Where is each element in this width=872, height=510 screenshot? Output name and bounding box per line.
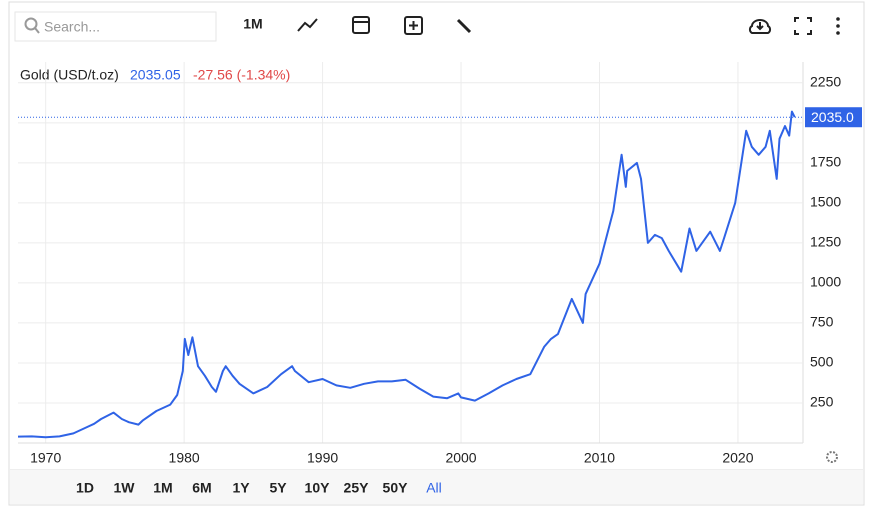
search-placeholder: Search...	[44, 19, 100, 35]
price-line	[17, 110, 796, 439]
y-tick-label: 1000	[810, 274, 841, 290]
y-tick-label: 1750	[810, 154, 841, 170]
search-icon	[24, 17, 38, 31]
download-icon	[756, 22, 764, 31]
chart-type-icon[interactable]	[297, 18, 318, 32]
menu-icon	[836, 31, 840, 35]
search-icon	[34, 27, 40, 34]
range-button[interactable]: 1Y	[232, 480, 250, 496]
download-icon[interactable]	[748, 19, 772, 34]
price-tag	[805, 107, 862, 128]
range-button[interactable]: 5Y	[269, 480, 287, 496]
menu-icon	[836, 24, 840, 28]
range-button[interactable]: 25Y	[344, 480, 370, 496]
frame	[8, 1, 865, 506]
range-button[interactable]: All	[426, 480, 442, 496]
x-tick-label: 1990	[307, 450, 338, 466]
change: -27.56 (-1.34%)	[193, 67, 290, 83]
y-tick-label: 2250	[810, 74, 841, 90]
range-button[interactable]: 6M	[192, 480, 211, 496]
fullscreen-icon[interactable]	[794, 17, 812, 35]
interval-button[interactable]: 1M	[243, 16, 262, 32]
search-box[interactable]	[14, 11, 217, 42]
settings-icon[interactable]	[826, 451, 838, 463]
price-tag-label: 2035.0	[811, 109, 854, 125]
x-tick-label: 1980	[169, 450, 200, 466]
menu-icon[interactable]	[836, 17, 840, 21]
y-tick-label: 500	[810, 354, 834, 370]
x-tick-label: 2010	[584, 450, 615, 466]
add-icon	[409, 21, 418, 30]
calendar-icon[interactable]	[352, 16, 370, 34]
settings-wrench[interactable]	[456, 18, 472, 34]
x-tick-label: 2000	[445, 450, 476, 466]
y-tick-label: 1500	[810, 194, 841, 210]
range-button[interactable]: 1M	[153, 480, 172, 496]
x-tick-label: 1970	[30, 450, 61, 466]
y-tick-label: 750	[810, 314, 834, 330]
range-button[interactable]: 50Y	[383, 480, 409, 496]
instrument-name: Gold (USD/t.oz)	[20, 67, 119, 83]
last-value: 2035.05	[130, 67, 181, 83]
y-tick-label: 250	[810, 394, 834, 410]
range-button[interactable]: 1D	[76, 480, 94, 496]
range-button[interactable]: 1W	[114, 480, 136, 496]
range-button[interactable]: 10Y	[305, 480, 331, 496]
range-bar	[10, 470, 863, 504]
y-tick-label: 1250	[810, 234, 841, 250]
x-tick-label: 2020	[722, 450, 753, 466]
add-icon[interactable]	[404, 16, 423, 35]
